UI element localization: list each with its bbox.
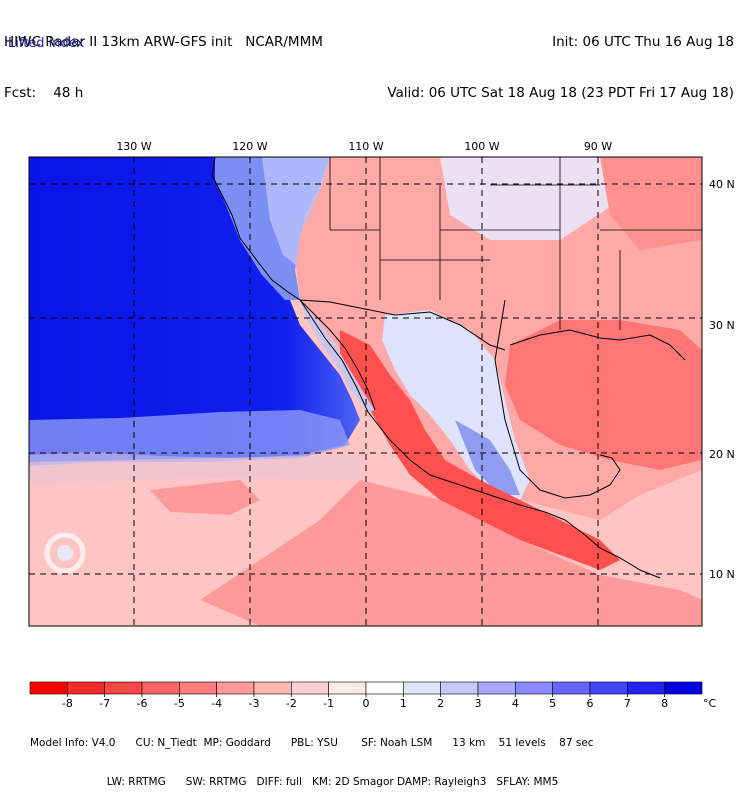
colorbar-swatch: [291, 681, 329, 695]
central-mexico-stable: [455, 420, 520, 495]
map-figure: 130 W 120 W 110 W 100 W 90 W 40 N 30 N 20 N 10 …: [28, 140, 735, 710]
colorbar-swatch: [179, 681, 217, 695]
colorbar-swatch: [589, 681, 628, 695]
forecast-hour: Fcst: 48 h: [4, 85, 84, 101]
colorbar: -8 -7 -6 -5 -4 -3 -2 -1 0 1 2 3 4 5 6 7 8 °C: [29, 681, 717, 710]
colorbar-swatch: [627, 681, 665, 695]
model-title: HIWC Radar II 13km ARW-GFS init NCAR/MMM: [4, 34, 323, 50]
init-time: Init: 06 UTC Thu 16 Aug 18: [552, 34, 734, 50]
map-frame: [28, 156, 703, 627]
longitude-labels: 130 W 120 W 110 W 100 W 90 W: [116, 140, 612, 153]
colorbar-tick-label: 2: [437, 697, 444, 710]
colorbar-tick-label: 1: [400, 697, 407, 710]
baja-coastline: [299, 299, 376, 411]
colorbar-tick-label: -6: [137, 697, 148, 710]
map-field: [29, 157, 702, 626]
plains-neutral-region: [440, 157, 620, 240]
colorbar-swatch: [664, 681, 703, 695]
colorbar-swatch: [29, 681, 68, 695]
model-info-line2: LW: RRTMG SW: RRTMG DIFF: full KM: 2D Sm…: [30, 776, 559, 788]
colorbar-tick-label: 5: [549, 697, 556, 710]
colorbar-tick-label: 0: [363, 697, 370, 710]
colorbar-swatch: [104, 681, 143, 695]
colorbar-tick-label: -2: [286, 697, 297, 710]
latitude-label: 10 N: [709, 568, 735, 581]
colorbar-tick-label: 3: [475, 697, 482, 710]
colorbar-tick-label: 8: [661, 697, 668, 710]
tropical-cyclone-center: [57, 545, 73, 561]
longitude-label: 120 W: [232, 140, 267, 153]
colorbar-swatch: [477, 681, 516, 695]
longitude-label: 90 W: [584, 140, 612, 153]
latitude-label: 40 N: [709, 178, 735, 191]
pacific-stable-region: [29, 157, 360, 458]
colorbar-swatch: [365, 681, 404, 695]
colorbar-swatch: [552, 681, 591, 695]
colorbar-tick-label: -1: [323, 697, 334, 710]
colorbar-swatch: [515, 681, 553, 695]
great-basin-region: [262, 157, 330, 265]
colorbar-swatch: [141, 681, 180, 695]
ohio-valley-region: [600, 157, 702, 250]
longitude-label: 110 W: [348, 140, 383, 153]
header-right: Init: 06 UTC Thu 16 Aug 18 Valid: 06 UTC…: [387, 0, 734, 119]
mexico-pacific-coast-region: [340, 330, 620, 570]
colorbar-unit: °C: [703, 697, 717, 710]
field-name: Lifted index: [8, 36, 85, 51]
pacific-coastline: [211, 157, 661, 579]
gulf-of-mexico-region: [505, 320, 702, 470]
colorbar-swatch: [216, 681, 255, 695]
longitude-label: 100 W: [464, 140, 499, 153]
header-left: HIWC Radar II 13km ARW-GFS init NCAR/MMM…: [4, 0, 323, 119]
pacific-unstable-patch: [150, 480, 260, 515]
latitude-label: 20 N: [709, 448, 735, 461]
colorbar-swatch: [67, 681, 105, 695]
colorbar-swatch: [440, 681, 479, 695]
model-info-footer: Model Info: V4.0 CU: N_Tiedt MP: Goddard…: [30, 711, 594, 802]
latitude-label: 30 N: [709, 319, 735, 332]
gulf-coastline-west: [494, 299, 621, 499]
colorbar-tick-label: 6: [587, 697, 594, 710]
colorbar-tick-label: -7: [99, 697, 110, 710]
gulf-coastline-north: [509, 329, 686, 361]
colorbar-swatch: [403, 681, 441, 695]
colorbar-tick-label: 7: [624, 697, 631, 710]
graticule: [29, 157, 702, 626]
colorbar-tick-label: -8: [62, 697, 73, 710]
colorbar-tick-label: -3: [249, 697, 260, 710]
model-info-line1: Model Info: V4.0 CU: N_Tiedt MP: Goddard…: [30, 737, 594, 749]
pacific-transition: [29, 410, 350, 466]
state-borders: [329, 157, 702, 330]
us-mexico-border: [299, 299, 506, 351]
longitude-label: 130 W: [116, 140, 151, 153]
colorbar-swatch: [253, 681, 292, 695]
tropical-cyclone-swirl: [44, 532, 86, 574]
colorbar-swatch: [328, 681, 367, 695]
itcz-region: [200, 480, 702, 626]
colorbar-tick-label: 4: [512, 697, 519, 710]
colorbar-tick-label: -5: [174, 697, 185, 710]
latitude-labels: 40 N 30 N 20 N 10 N: [709, 178, 735, 581]
pacific-transition-2: [29, 455, 360, 484]
valid-time: Valid: 06 UTC Sat 18 Aug 18 (23 PDT Fri …: [387, 85, 734, 101]
colorbar-tick-label: -4: [211, 697, 222, 710]
